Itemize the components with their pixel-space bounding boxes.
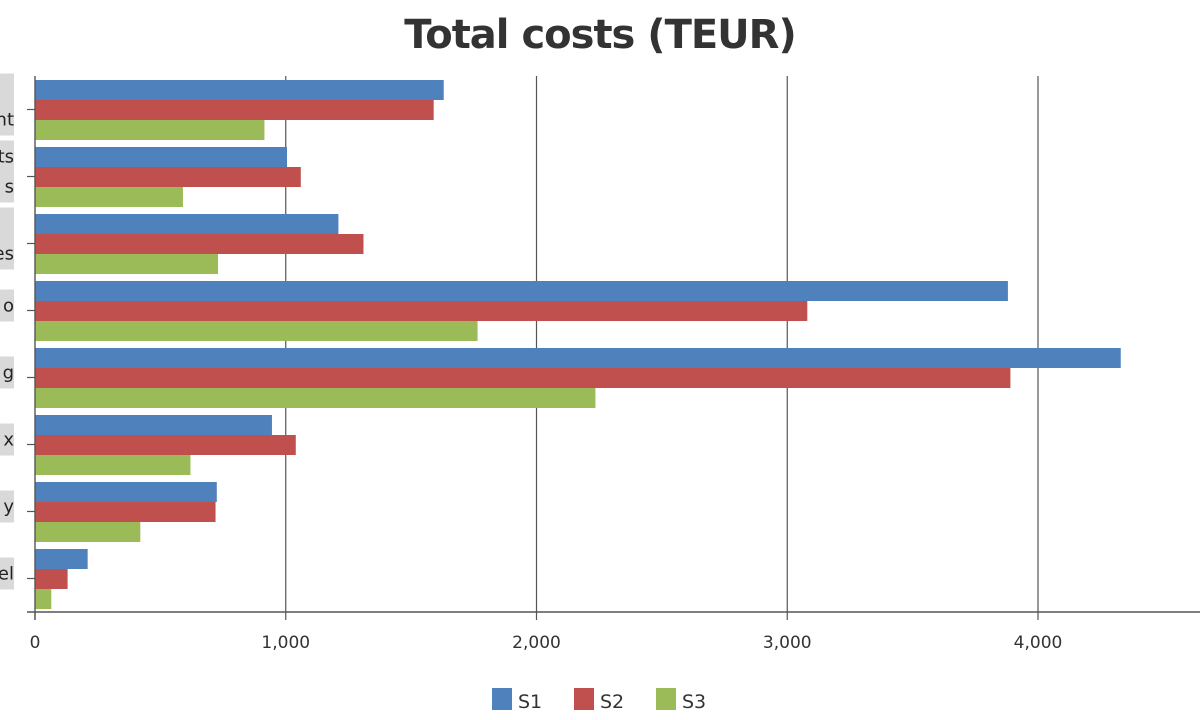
bar-s3: [35, 455, 191, 475]
bar-s1: [35, 549, 88, 569]
bar-s3: [35, 120, 265, 140]
category-label: o: [3, 296, 14, 317]
category-label-box: [0, 73, 14, 136]
legend-label: S2: [600, 691, 624, 713]
category-label-box: [0, 557, 14, 590]
category-label-box: [0, 356, 14, 389]
axes: [27, 76, 1200, 620]
legend-swatch: [574, 688, 594, 710]
bar-s2: [35, 301, 808, 321]
bar-s3: [35, 321, 478, 341]
category-label: ts: [0, 147, 14, 168]
legend-swatch: [656, 688, 676, 710]
bar-s2: [35, 100, 434, 120]
bar-s2: [35, 569, 68, 589]
category-label-box: [0, 423, 14, 456]
bar-s1: [35, 214, 339, 234]
category-label: es: [0, 244, 14, 265]
bar-s3: [35, 589, 52, 609]
category-label-box: [0, 207, 14, 270]
bar-s3: [35, 388, 596, 408]
grid: [285, 76, 1039, 612]
bar-s1: [35, 482, 217, 502]
bar-s1: [35, 348, 1121, 368]
category-label: nt: [0, 110, 14, 131]
category-label-box: [0, 289, 14, 322]
x-tick-labels: 0 1,000 2,000 3,000 4,000: [30, 633, 1063, 653]
bar-s3: [35, 187, 183, 207]
category-label: y: [3, 497, 14, 518]
x-tick-label: 1,000: [261, 633, 310, 653]
category-labels: nt ts s es o g x y el: [0, 73, 14, 590]
bar-s1: [35, 281, 1008, 301]
legend: S1 S2 S3: [492, 688, 706, 713]
x-tick-label: 4,000: [1014, 633, 1063, 653]
bar-s2: [35, 502, 216, 522]
bar-s2: [35, 234, 364, 254]
legend-label: S1: [518, 691, 542, 713]
bar-s1: [35, 80, 444, 100]
x-tick-label: 2,000: [512, 633, 561, 653]
legend-swatch: [492, 688, 512, 710]
category-label: x: [3, 430, 14, 451]
chart-title: Total costs (TEUR): [404, 12, 796, 58]
category-label-box: [0, 140, 14, 203]
bars: [35, 80, 1121, 609]
bar-s2: [35, 167, 301, 187]
category-label: s: [5, 177, 14, 198]
bar-s2: [35, 435, 296, 455]
bar-s3: [35, 254, 219, 274]
legend-label: S3: [682, 691, 706, 713]
bar-s3: [35, 522, 141, 542]
x-tick-label: 0: [30, 633, 41, 653]
category-label: g: [3, 363, 14, 384]
category-label-box: [0, 490, 14, 523]
bar-s1: [35, 147, 288, 167]
bar-s1: [35, 415, 272, 435]
bar-s2: [35, 368, 1011, 388]
x-tick-label: 3,000: [763, 633, 812, 653]
category-label: el: [0, 564, 14, 585]
